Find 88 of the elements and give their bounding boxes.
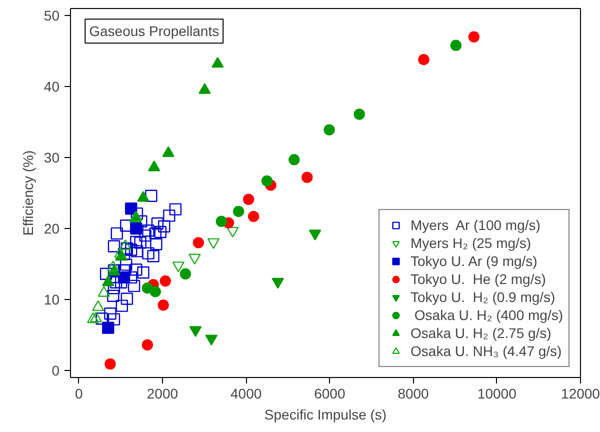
- point: [189, 326, 202, 337]
- point: [212, 56, 224, 68]
- point: [96, 312, 108, 325]
- point: [108, 313, 120, 326]
- y-tick-label: 0: [52, 362, 60, 378]
- point: [128, 280, 140, 292]
- point: [130, 245, 144, 258]
- legend-label: Osaka U. H₂ (400 mg/s): [413, 306, 563, 324]
- point: [151, 217, 164, 230]
- x-tick-label: 10000: [477, 386, 517, 402]
- point: [147, 250, 160, 262]
- y-tick-label: 20: [44, 220, 60, 236]
- point: [261, 175, 273, 187]
- y-tick-label: 10: [44, 291, 60, 308]
- y-axis-title: Efficiency (%): [20, 150, 36, 236]
- point: [160, 275, 171, 287]
- legend-label: Tokyo U. He (2 mg/s): [410, 270, 546, 288]
- point: [120, 292, 134, 305]
- point: [104, 358, 116, 370]
- point: [205, 334, 218, 346]
- point: [142, 339, 154, 350]
- point: [130, 236, 142, 248]
- x-tick-label: 4000: [230, 386, 262, 402]
- point: [142, 224, 154, 237]
- point: [137, 191, 150, 202]
- point: [150, 238, 162, 250]
- point: [130, 222, 142, 235]
- point: [108, 282, 120, 294]
- x-tick-label: 8000: [398, 386, 430, 402]
- point: [120, 220, 132, 232]
- point: [468, 31, 480, 42]
- point: [118, 271, 130, 284]
- point: [450, 40, 462, 51]
- point: [134, 236, 146, 249]
- x-axis-title: Specific Impulse (s): [264, 406, 387, 422]
- point: [120, 242, 134, 254]
- point: [125, 244, 138, 256]
- point: [102, 322, 114, 334]
- point: [142, 247, 154, 260]
- point: [192, 237, 204, 248]
- point: [158, 220, 170, 232]
- point: [180, 268, 192, 280]
- point: [169, 203, 182, 216]
- x-tick-label: 12000: [561, 386, 600, 402]
- point: [100, 268, 112, 280]
- point: [120, 258, 132, 271]
- legend-label: Tokyo U. Ar (9 mg/s): [410, 252, 538, 270]
- point: [248, 210, 260, 222]
- point: [163, 210, 176, 222]
- point: [145, 190, 158, 202]
- x-tick-label: 2000: [146, 386, 178, 402]
- y-tick-label: 30: [44, 150, 60, 166]
- legend-label: Myers Ar (100 mg/s): [410, 216, 540, 234]
- point: [130, 264, 142, 276]
- point: [149, 227, 162, 240]
- point: [148, 160, 160, 172]
- point: [154, 226, 166, 238]
- legend-label: Osaka U. H₂ (2.75 g/s): [410, 324, 552, 342]
- legend-label: Tokyo U. H₂ (0.9 mg/s): [410, 288, 556, 306]
- point: [198, 83, 211, 94]
- point: [158, 300, 169, 311]
- point: [324, 124, 335, 136]
- y-tick-label: 50: [44, 8, 60, 24]
- point: [107, 260, 120, 272]
- x-tick-label: 0: [74, 386, 83, 402]
- point: [108, 240, 120, 252]
- point: [137, 266, 150, 279]
- point: [354, 108, 365, 120]
- x-tick-label: 6000: [314, 386, 346, 402]
- point: [302, 172, 313, 183]
- point: [216, 216, 228, 227]
- point: [162, 146, 174, 158]
- legend-label: Myers H₂ (25 mg/s): [410, 234, 532, 252]
- point: [288, 154, 300, 166]
- point: [418, 54, 430, 66]
- point: [107, 290, 120, 302]
- legend-label: Osaka U. NH₃ (4.47 g/s): [410, 342, 562, 360]
- point: [116, 300, 128, 312]
- point: [114, 247, 126, 258]
- point: [232, 206, 244, 218]
- y-tick-label: 40: [44, 78, 60, 95]
- point: [104, 308, 116, 320]
- point: [110, 227, 123, 240]
- point: [139, 229, 152, 242]
- annotation: Gaseous Propellants: [89, 23, 220, 40]
- point: [242, 194, 254, 205]
- point: [125, 202, 138, 215]
- point: [150, 286, 161, 298]
